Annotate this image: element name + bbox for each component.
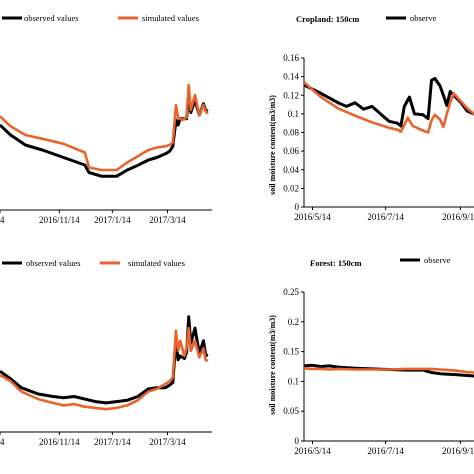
x-tick-label: 4 [0, 437, 5, 447]
y-tick-label: 0.1 [288, 109, 299, 119]
y-tick-label: 0 [295, 202, 300, 212]
y-tick-label: 0.1 [288, 376, 299, 386]
x-tick-label: 2017/3/14 [149, 437, 186, 447]
x-tick-label: 2016/5/14 [294, 212, 331, 222]
y-tick-label: 0.02 [283, 183, 299, 193]
plot-panel-bottom-left: 4 2016/11/14 2017/1/14 2017/3/14 [0, 315, 212, 447]
x-tick-label: 2016/9/14 [442, 446, 474, 456]
series-line-simulated [0, 83, 209, 172]
y-axis-label-cropland: soil moisture content(m3/m3) [268, 95, 277, 195]
legend-observed-label: observe [424, 255, 451, 265]
series-line-simulated [304, 367, 474, 374]
legend-observed-label: observed values [26, 258, 81, 268]
y-tick-label: 0.05 [283, 406, 299, 416]
x-tick-label: 2016/11/14 [39, 437, 80, 447]
series-line-observed [304, 363, 474, 378]
x-tick-label: 2016/7/14 [367, 446, 404, 456]
x-tick-label: 2016/5/14 [294, 446, 331, 456]
x-tick-label: 2017/1/14 [94, 215, 131, 225]
plot-panel-cropland: 0 0.02 0.04 0.06 0.08 0.1 0.12 0.14 0.16 2016/5/1… [283, 53, 474, 222]
x-tick-label: 2016/11/14 [39, 215, 80, 225]
x-tick-label: 2016/9/14 [442, 212, 474, 222]
series-line-simulated [0, 326, 209, 411]
series-line-simulated [304, 81, 474, 134]
y-tick-label: 0.14 [283, 72, 299, 82]
y-tick-label: 0.15 [283, 347, 299, 357]
legend-observed-label: observed values [24, 13, 79, 23]
y-tick-label: 0.25 [283, 287, 299, 297]
y-tick-label: 0.08 [283, 128, 299, 138]
legend-observed-label: observe [410, 13, 437, 23]
x-tick-label: 4 [0, 215, 5, 225]
y-tick-label: 0.16 [283, 53, 299, 63]
y-tick-label: 0 [295, 436, 300, 446]
series-line-observed [304, 77, 474, 128]
y-axis-label-forest: soil moisture content(m3/m3) [268, 315, 277, 415]
panel-title-cropland: Cropland: 150cm [296, 14, 359, 24]
x-tick-label: 2017/3/14 [149, 215, 186, 225]
y-tick-label: 0.2 [288, 317, 299, 327]
x-tick-label: 2016/7/14 [367, 212, 404, 222]
plot-panel-forest: 0 0.05 0.1 0.15 0.2 0.25 2016/5/14 2016/7/14 201… [283, 287, 474, 456]
y-tick-label: 0.06 [283, 146, 299, 156]
panel-title-forest: Forest: 150cm [310, 258, 362, 268]
x-tick-label: 2017/1/14 [94, 437, 131, 447]
plot-panel-top-left: 4 2016/11/14 2017/1/14 2017/3/14 [0, 83, 212, 225]
y-tick-label: 0.12 [283, 90, 299, 100]
legend-simulated-label: simulated values [142, 13, 199, 23]
y-tick-label: 0.04 [283, 165, 299, 175]
legend-simulated-label: simulated values [128, 258, 185, 268]
